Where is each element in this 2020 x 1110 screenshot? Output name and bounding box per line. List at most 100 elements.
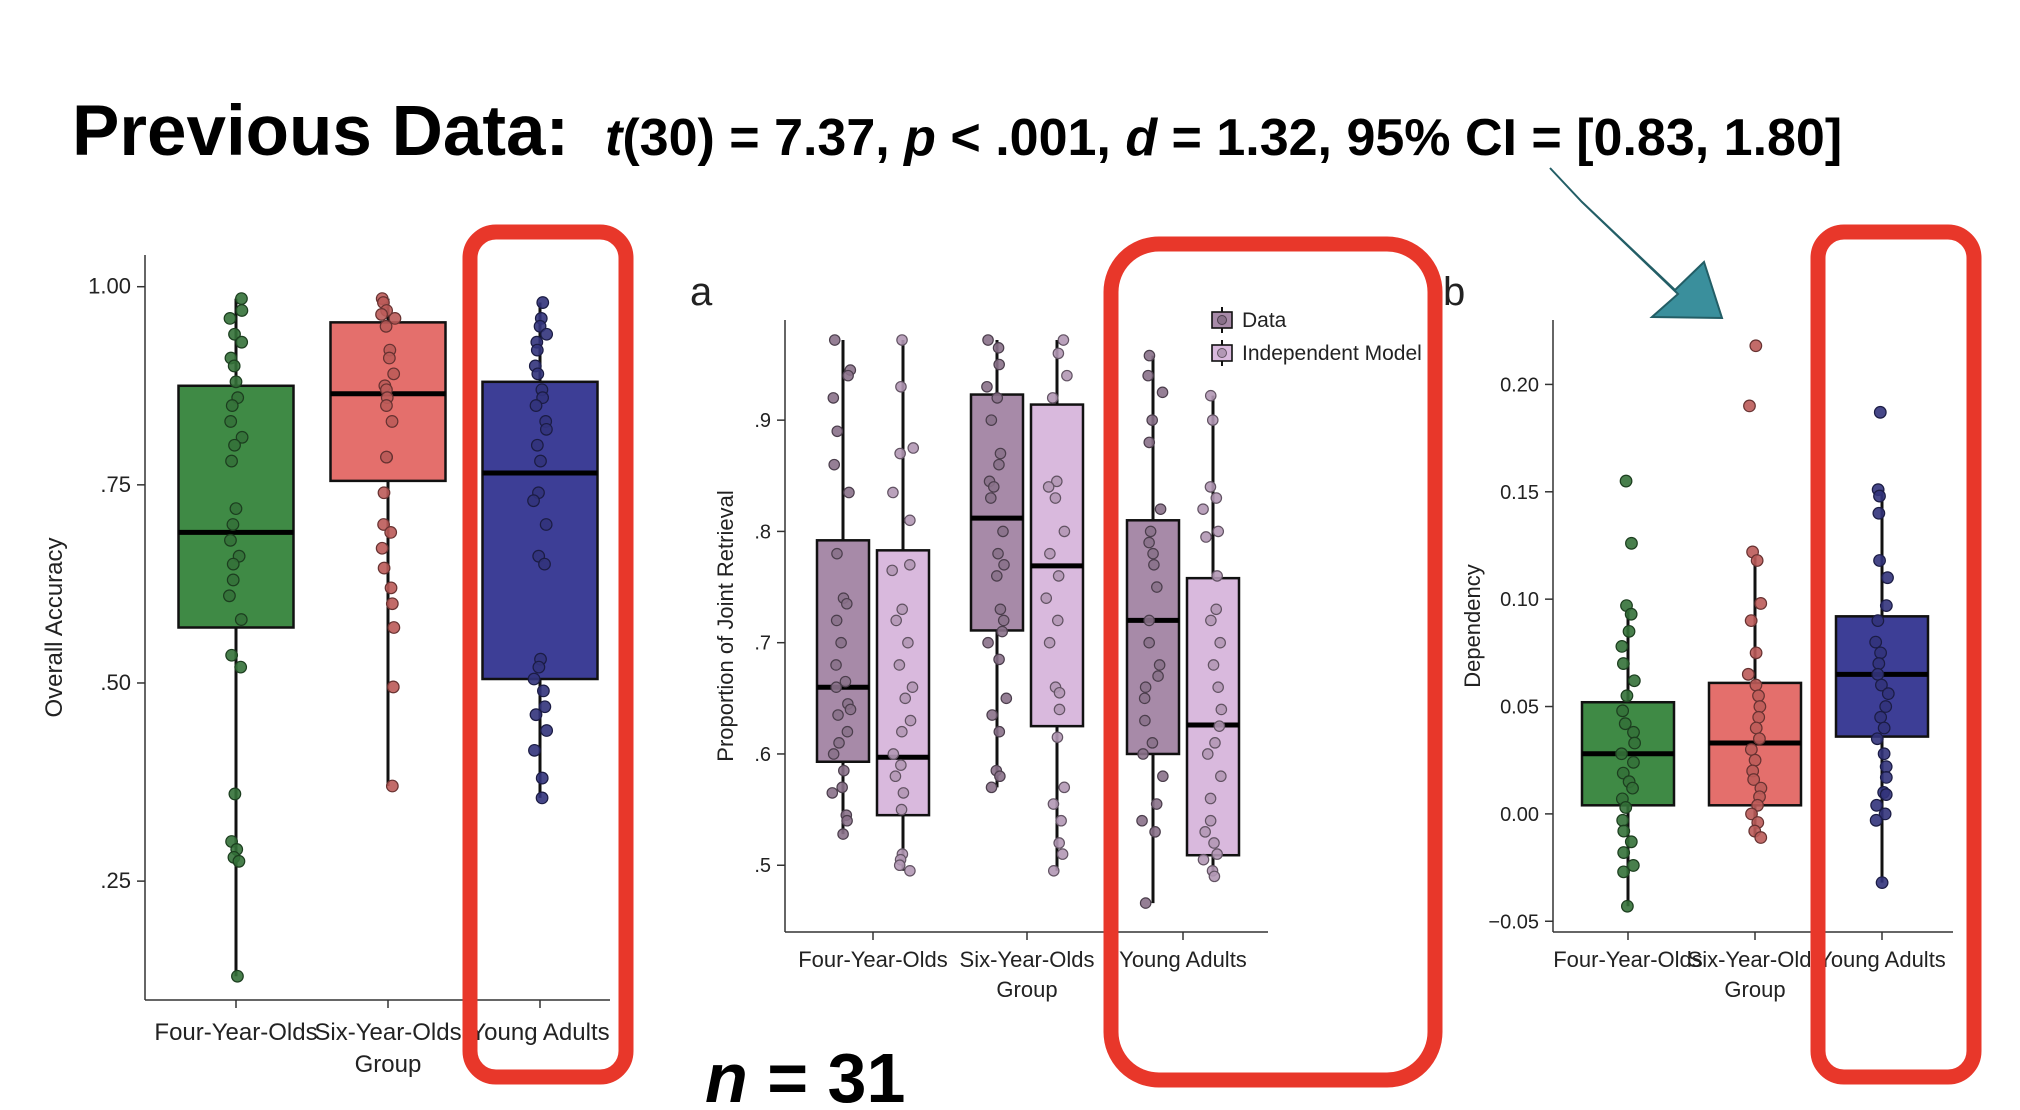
data-point xyxy=(993,725,1006,738)
data-point xyxy=(831,547,843,560)
data-point xyxy=(985,492,997,504)
data-point xyxy=(1053,686,1066,699)
data-point xyxy=(387,621,401,634)
data-point xyxy=(1874,646,1887,660)
data-point xyxy=(992,547,1004,560)
data-point xyxy=(998,558,1010,571)
data-point xyxy=(1051,475,1063,488)
data-point xyxy=(1744,614,1758,628)
data-point xyxy=(1871,614,1885,628)
data-point xyxy=(986,709,998,721)
sample-size-n: n xyxy=(705,1039,748,1110)
data-point xyxy=(1139,681,1152,693)
data-point xyxy=(1139,714,1151,727)
data-point xyxy=(1205,614,1217,627)
data-point xyxy=(830,659,842,671)
box-iqr xyxy=(481,380,599,681)
x-axis-label: Group xyxy=(355,1051,422,1078)
data-point xyxy=(1624,835,1638,849)
data-point xyxy=(1154,503,1167,515)
data-point xyxy=(1627,725,1640,739)
data-point xyxy=(1051,731,1064,744)
highlight-box-young-adults-accuracy xyxy=(462,224,634,1085)
data-point xyxy=(377,486,391,500)
data-point xyxy=(991,570,1003,582)
data-point xyxy=(535,791,549,805)
data-point xyxy=(826,787,839,799)
data-point xyxy=(388,312,402,325)
data-point xyxy=(1618,717,1632,731)
data-point xyxy=(1873,489,1886,503)
data-point xyxy=(841,814,853,827)
x-tick-label: Six-Year-Olds xyxy=(960,947,1095,972)
data-point xyxy=(1138,692,1151,705)
data-point xyxy=(994,770,1006,783)
data-point xyxy=(1213,720,1226,732)
data-point xyxy=(234,613,248,626)
data-point xyxy=(836,781,848,794)
data-point xyxy=(1626,859,1640,872)
data-point xyxy=(893,659,906,671)
data-point xyxy=(1622,624,1636,638)
y-tick-label: 0.00 xyxy=(1500,804,1539,826)
data-point xyxy=(228,327,241,341)
data-point xyxy=(1143,536,1155,549)
data-point xyxy=(1626,781,1639,795)
data-point xyxy=(896,603,909,616)
data-point xyxy=(1616,766,1630,780)
data-point xyxy=(1879,770,1893,784)
data-point xyxy=(1870,732,1884,746)
data-point xyxy=(1877,721,1891,735)
data-point xyxy=(842,369,854,382)
data-point xyxy=(380,399,393,412)
data-point xyxy=(985,781,998,794)
data-point xyxy=(1879,760,1893,774)
data-point xyxy=(224,415,238,428)
data-point xyxy=(235,292,248,305)
data-point xyxy=(385,597,399,611)
data-point xyxy=(887,486,899,499)
data-point xyxy=(382,351,396,365)
y-tick-label: .75 xyxy=(100,472,131,497)
data-point xyxy=(1053,703,1066,716)
data-point xyxy=(531,367,545,381)
data-point xyxy=(895,380,907,393)
stat-t-value: (30) = 7.37, xyxy=(622,109,904,167)
data-point xyxy=(902,636,914,649)
y-tick-label: .8 xyxy=(754,521,771,543)
data-point xyxy=(1619,474,1633,488)
data-point xyxy=(537,684,550,698)
data-point xyxy=(904,558,916,571)
data-point xyxy=(1044,547,1056,560)
data-point xyxy=(227,359,241,373)
data-point xyxy=(843,486,855,499)
data-point xyxy=(1040,592,1053,604)
data-point xyxy=(539,422,553,436)
data-point xyxy=(993,358,1005,371)
data-point xyxy=(838,764,850,777)
data-point xyxy=(1617,865,1630,879)
y-tick-label: .50 xyxy=(100,670,131,695)
data-point xyxy=(886,564,898,577)
data-point xyxy=(887,748,900,760)
data-point xyxy=(890,614,903,627)
x-tick-label: Six-Year-Olds xyxy=(314,1019,461,1046)
stat-d: d xyxy=(1125,109,1158,167)
data-point xyxy=(1212,681,1224,693)
data-point xyxy=(1744,743,1758,756)
data-point xyxy=(839,675,852,688)
data-point xyxy=(384,525,398,539)
data-point xyxy=(1628,736,1642,750)
data-point xyxy=(837,828,849,840)
y-axis-label: Overall Accuracy xyxy=(41,537,68,717)
data-point xyxy=(1146,737,1159,749)
data-point xyxy=(379,319,393,333)
x-axis-label: Group xyxy=(996,977,1057,1002)
data-point xyxy=(893,859,906,872)
data-point xyxy=(228,787,242,801)
data-point xyxy=(991,392,1004,404)
data-point xyxy=(1874,710,1888,724)
headline-stats: t(30) = 7.37, p < .001, d = 1.32, 95% CI… xyxy=(605,109,1842,167)
data-point xyxy=(1204,481,1217,493)
